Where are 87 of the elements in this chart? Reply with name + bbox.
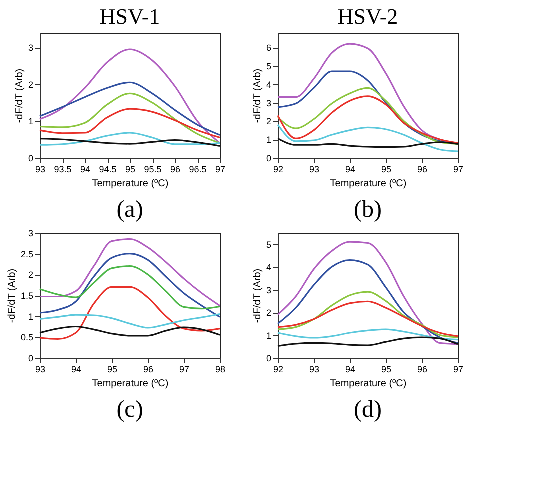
x-tick-label: 94.5 [99, 164, 117, 174]
x-tick-label: 93 [35, 364, 46, 374]
x-tick-label: 98 [215, 364, 226, 374]
x-tick-label: 97 [453, 164, 464, 174]
chart-title: HSV-2 [338, 4, 398, 29]
y-tick-label: 0.5 [20, 332, 34, 343]
line-series [39, 286, 221, 340]
x-tick-label: 93.5 [54, 164, 72, 174]
x-tick-label: 97 [215, 164, 226, 174]
y-tick-label: 2 [28, 80, 34, 90]
x-tick-label: 92 [273, 364, 284, 374]
x-tick-label: 94 [345, 364, 356, 374]
text: (a) [116, 197, 144, 223]
line-series [39, 138, 221, 148]
text: (c) [116, 397, 144, 423]
y-tick-label: 0 [266, 354, 272, 364]
y-tick-label: 1.5 [20, 291, 34, 301]
line-series [39, 108, 221, 139]
y-tick-label: 0 [28, 154, 34, 164]
x-tick-label: 96.5 [189, 164, 207, 174]
line-series [277, 138, 459, 148]
y-tick-label: 6 [266, 43, 272, 54]
x-tick-label: 95 [107, 364, 118, 374]
y-tick-label: 3 [266, 285, 272, 296]
line-series [39, 92, 221, 144]
x-tick-label: 96 [170, 164, 181, 174]
line-series [277, 124, 459, 152]
line-series [39, 313, 221, 329]
x-tick-label: 95 [381, 164, 392, 174]
y-tick-label: 4 [266, 80, 272, 90]
line-series [39, 326, 221, 337]
chart-title: HSV-1 [100, 4, 160, 29]
x-tick-label: 92 [273, 164, 284, 174]
y-tick-label: 3 [266, 98, 272, 108]
x-tick-label: 93 [35, 164, 46, 174]
y-tick-label: 0 [266, 154, 272, 164]
text: (b) [354, 197, 382, 223]
line-series [277, 328, 459, 341]
text: (d) [354, 397, 382, 423]
line-series [39, 266, 221, 310]
y-axis-title: -dF/dT (Arb) [252, 268, 264, 324]
line-series [39, 48, 221, 144]
x-tick-label: 94 [71, 364, 82, 374]
x-tick-label: 93 [309, 364, 320, 374]
y-axis-title: -dF/dT (Arb) [252, 68, 264, 124]
y-tick-label: 3 [28, 43, 34, 54]
y-axis-title: -dF/dT (Arb) [14, 68, 26, 124]
x-tick-label: 95.5 [144, 164, 162, 174]
x-tick-label: 96 [417, 164, 428, 174]
line-series [39, 253, 221, 318]
x-tick-label: 96 [143, 364, 154, 374]
x-tick-label: 94 [345, 164, 356, 174]
x-axis-title: Temperature (ºC) [330, 178, 407, 190]
x-tick-label: 95 [125, 164, 136, 174]
y-tick-label: 0 [28, 354, 34, 364]
x-tick-label: 94 [80, 164, 91, 174]
x-tick-label: 96 [417, 364, 428, 374]
x-axis-title: Temperature (ºC) [92, 378, 169, 390]
x-axis-title: Temperature (ºC) [92, 178, 169, 190]
x-axis-title: Temperature (ºC) [330, 378, 407, 390]
y-tick-label: 2 [266, 116, 272, 127]
line-series [277, 259, 459, 344]
y-tick-label: 2.5 [20, 249, 34, 260]
y-tick-label: 3 [28, 228, 34, 238]
y-tick-label: 5 [266, 62, 272, 72]
x-tick-label: 93 [309, 164, 320, 174]
line-series [39, 82, 221, 136]
x-tick-label: 97 [179, 364, 190, 374]
y-tick-label: 2 [28, 270, 34, 280]
y-axis-title: -dF/dT (Arb) [6, 268, 18, 324]
y-tick-label: 1 [266, 330, 272, 341]
y-tick-label: 4 [266, 262, 272, 273]
line-series [277, 96, 459, 144]
y-tick-label: 2 [266, 308, 272, 318]
line-series [277, 87, 459, 146]
line-series [39, 238, 221, 307]
y-tick-label: 1 [28, 116, 34, 127]
line-series [277, 291, 459, 338]
x-tick-label: 97 [453, 364, 464, 374]
y-tick-label: 1 [266, 135, 272, 146]
line-series [277, 336, 459, 347]
line-series [39, 132, 221, 146]
y-tick-label: 5 [266, 240, 272, 250]
line-series [277, 300, 459, 338]
line-series [277, 241, 459, 346]
y-tick-label: 1 [28, 312, 34, 322]
x-tick-label: 95 [381, 364, 392, 374]
